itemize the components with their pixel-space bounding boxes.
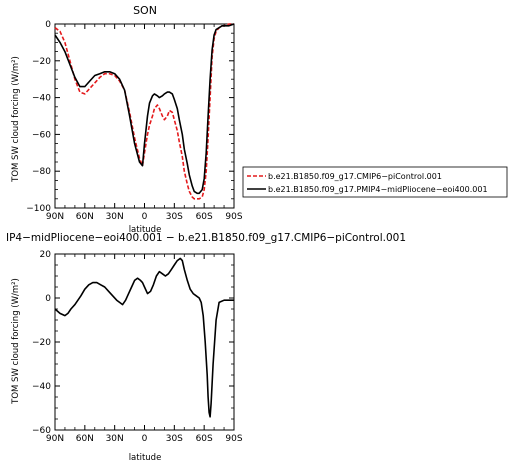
x-axis-label: latitude	[129, 453, 162, 463]
y-tick-label: −60	[32, 426, 51, 436]
chart-title: SON	[133, 4, 157, 17]
y-tick-label: −100	[26, 204, 51, 214]
x-axis-label: latitude	[129, 225, 162, 235]
legend-label-midpliocene: b.e21.B1850.f09_g17.PMIP4−midPliocene−eo…	[268, 185, 488, 194]
legend-label-picontrol: b.e21.B1850.f09_g17.CMIP6−piControl.001	[268, 172, 442, 181]
x-tick-label: 0	[142, 212, 148, 222]
x-tick-label: 90S	[225, 434, 242, 444]
x-tick-label: 30N	[106, 212, 124, 222]
plot-frame	[54, 23, 235, 209]
x-tick-label: 90N	[46, 434, 64, 444]
x-tick-label: 90S	[225, 212, 242, 222]
plot-frame	[54, 253, 235, 431]
chart-title: IP4−midPliocene−eoi400.001 − b.e21.B1850…	[6, 231, 406, 244]
x-tick-label: 60N	[76, 212, 94, 222]
y-tick-label: −20	[32, 338, 51, 348]
x-tick-label: 30N	[106, 434, 124, 444]
y-tick-label: 20	[40, 250, 52, 260]
legend: b.e21.B1850.f09_g17.CMIP6−piControl.001 …	[242, 166, 508, 198]
x-tick-label: 0	[142, 434, 148, 444]
y-tick-label: −40	[32, 94, 51, 104]
series-line-1	[54, 23, 235, 195]
y-tick-label: −20	[32, 57, 51, 67]
x-tick-label: 60S	[196, 434, 213, 444]
x-tick-label: 90N	[46, 212, 64, 222]
x-tick-label: 60S	[196, 212, 213, 222]
chart-son: SON 90N 60N 30N 0 30S 60S 90S 0 −20 −40 −60 −80 −100…	[11, 4, 243, 235]
x-tick-label: 30S	[166, 434, 183, 444]
y-tick-label: −80	[32, 167, 51, 177]
series-line-0	[54, 23, 234, 200]
y-tick-label: 0	[45, 294, 51, 304]
legend-box	[242, 166, 508, 198]
y-axis-label: TOM SW cloud forcing (W/m²)	[11, 56, 21, 183]
chart-difference: IP4−midPliocene−eoi400.001 − b.e21.B1850…	[6, 231, 406, 463]
series-line-0	[54, 257, 234, 418]
x-tick-label: 30S	[166, 212, 183, 222]
y-tick-label: −60	[32, 130, 51, 140]
y-tick-label: −40	[32, 382, 51, 392]
x-tick-label: 60N	[76, 434, 94, 444]
y-tick-label: 0	[45, 20, 51, 30]
y-axis-label: TOM SW cloud forcing (W/m²)	[11, 278, 21, 405]
